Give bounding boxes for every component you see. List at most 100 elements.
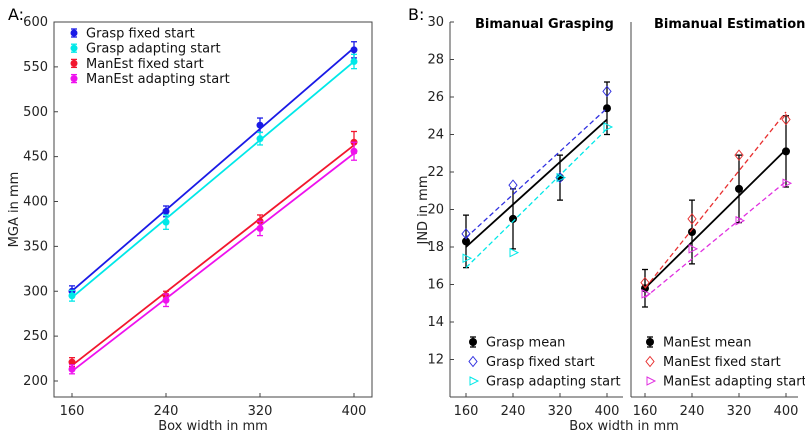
panel-a-ytick-label: 600 xyxy=(23,15,48,30)
panel-a-legend-marker xyxy=(70,59,78,67)
panel-a-data-point xyxy=(350,46,358,54)
panel-a-data-point xyxy=(162,296,170,304)
panel-b-ytick-label: 20 xyxy=(427,203,444,218)
panel-b-data-point xyxy=(603,122,614,132)
panel-b-label: B: xyxy=(408,5,424,24)
panel-a-xlabel: Box width in mm xyxy=(158,419,268,434)
panel-a-data-point xyxy=(68,292,76,300)
panel-b-ytick-label: 22 xyxy=(427,165,444,180)
panel-b-data-point xyxy=(782,147,790,156)
panel-b-data-point xyxy=(781,113,791,126)
panel-b-xtick-label: 320 xyxy=(548,404,573,419)
panel-b-data-point xyxy=(734,149,744,161)
panel-a-ytick-label: 550 xyxy=(23,60,48,75)
panel-b-ylabel: JND in mm xyxy=(416,175,431,245)
panel-b-legend-label: Grasp fixed start xyxy=(486,355,595,370)
panel-b-legend-label: ManEst mean xyxy=(663,336,752,351)
panel-b-legend-marker xyxy=(469,338,477,346)
panel-b-fit-line xyxy=(644,180,787,299)
panel-a-legend-label: Grasp adapting start xyxy=(86,42,221,57)
panel-b-ytick-label: 18 xyxy=(427,240,444,255)
panel-a-xtick-label: 400 xyxy=(342,404,367,419)
panel-b-xtick-label: 400 xyxy=(595,404,620,419)
panel-b-ytick-label: 24 xyxy=(427,128,444,143)
panel-b-legend-marker xyxy=(646,338,654,346)
panel-b-xtick-label: 400 xyxy=(774,404,799,419)
panel-b-xtick-label: 320 xyxy=(727,404,752,419)
panel-a-ytick-label: 400 xyxy=(23,195,48,210)
panel-b-legend-marker xyxy=(469,376,480,386)
panel-b-fit-line xyxy=(465,107,608,239)
panel-a-legend-marker xyxy=(70,29,78,37)
panel-b-fit-line xyxy=(644,111,787,289)
panel-b-data-point xyxy=(735,184,743,193)
panel-a-data-point xyxy=(256,135,264,143)
panel-b-series-0-2 xyxy=(462,122,614,386)
panel-a-xtick-label: 320 xyxy=(248,404,273,419)
panel-a-ytick-label: 450 xyxy=(23,150,48,165)
panel-a-data-point xyxy=(68,365,76,373)
panel-b-ytick-label: 12 xyxy=(427,353,444,368)
panel-b-series-0-0 xyxy=(462,81,611,348)
panel-a-ytick-label: 200 xyxy=(23,374,48,389)
panel-b-ytick-label: 26 xyxy=(427,90,444,105)
panel-b-xtick-label: 160 xyxy=(454,404,479,419)
panel-a-legend-label: ManEst adapting start xyxy=(86,72,230,87)
panel-a-series-2 xyxy=(68,58,358,368)
panel-b-data-point xyxy=(640,276,650,289)
panel-b-legend-label: ManEst fixed start xyxy=(663,355,781,370)
panel-b-ytick-label: 30 xyxy=(427,15,444,30)
panel-b-legend-label: ManEst adapting start xyxy=(663,375,805,390)
panel-b-fit-line xyxy=(465,128,608,269)
panel-a-fit-line xyxy=(71,47,355,292)
panel-b-data-point xyxy=(556,172,567,183)
panel-a-data-point xyxy=(256,121,264,129)
panel-b-data-point xyxy=(461,228,471,240)
panel-b-data-point xyxy=(602,85,612,98)
panel-a-legend-label: Grasp fixed start xyxy=(86,27,195,42)
panel-b-subplot-title: Bimanual Estimation xyxy=(654,17,805,32)
panel-a-fit-line xyxy=(71,152,355,372)
panel-b-data-point xyxy=(688,228,696,236)
panel-b-fit-line xyxy=(465,118,608,248)
panel-b-series-1-2 xyxy=(641,178,793,386)
panel-a-legend-marker xyxy=(70,75,78,83)
panel-a-xtick-label: 240 xyxy=(154,404,179,419)
panel-a-ylabel: MGA in mm xyxy=(7,172,22,248)
panel-a-series-1 xyxy=(68,43,358,302)
panel-a-series-3 xyxy=(68,73,358,375)
panel-a-data-point xyxy=(350,57,358,65)
panel-a-label: A: xyxy=(8,5,24,24)
panel-a-data-point xyxy=(68,358,76,366)
panel-a-xtick-label: 160 xyxy=(60,404,85,419)
panel-b-data-point xyxy=(509,214,517,223)
panel-b-data-point xyxy=(782,178,793,189)
panel-b-data-point xyxy=(687,213,697,225)
panel-b-xtick-label: 240 xyxy=(680,404,705,419)
panel-a-fit-line xyxy=(71,60,355,299)
panel-b-data-point xyxy=(735,215,746,226)
panel-b-ytick-label: 28 xyxy=(427,53,444,68)
panel-b-data-point xyxy=(688,244,699,254)
panel-a-ytick-label: 250 xyxy=(23,329,48,344)
panel-b-data-point xyxy=(508,179,518,191)
panel-a-data-point xyxy=(350,147,358,155)
panel-a-fit-line xyxy=(71,144,355,367)
panel-b-legend-marker xyxy=(646,376,657,386)
panel-b-series-1-0 xyxy=(641,115,790,348)
panel-a-legend-marker xyxy=(70,44,78,52)
panel-b-fit-line xyxy=(644,148,787,289)
panel-b-xlabel: Box width in mm xyxy=(569,419,679,434)
panel-b-ytick-label: 16 xyxy=(427,278,444,293)
panel-b-data-point xyxy=(641,289,652,299)
panel-b-legend-label: Grasp adapting start xyxy=(486,375,621,390)
panel-b-subplot-title: Bimanual Grasping xyxy=(475,17,614,32)
panel-a-ytick-label: 500 xyxy=(23,105,48,120)
panel-b-xtick-label: 240 xyxy=(501,404,526,419)
panel-b-legend-label: Grasp mean xyxy=(486,336,565,351)
panel-a-ytick-label: 300 xyxy=(23,284,48,299)
panel-b-legend-marker xyxy=(645,355,655,368)
panel-b-series-1-1 xyxy=(640,111,791,368)
panel-a-data-point xyxy=(256,224,264,232)
